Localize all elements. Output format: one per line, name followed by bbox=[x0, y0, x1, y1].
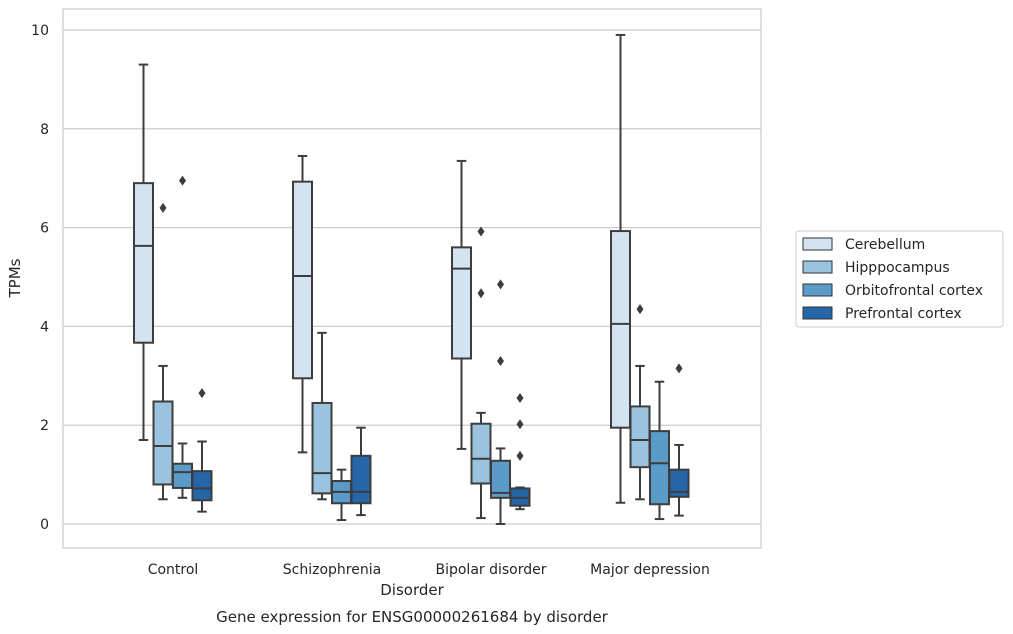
box-prefrontal-cortex bbox=[350, 426, 372, 517]
legend-swatch bbox=[802, 306, 833, 320]
box-cerebellum bbox=[292, 154, 313, 454]
legend-label: Orbitofrontal cortex bbox=[845, 283, 983, 299]
x-tick-label: Major depression bbox=[590, 562, 710, 578]
x-axis-label: Disorder bbox=[380, 581, 444, 599]
legend-swatch bbox=[802, 283, 833, 297]
box-hipppocampus bbox=[311, 331, 333, 501]
x-tick-label: Schizophrenia bbox=[283, 562, 381, 578]
plot-frame bbox=[62, 8, 762, 549]
y-tick-label: 2 bbox=[40, 418, 49, 434]
chart-caption: Gene expression for ENSG00000261684 by d… bbox=[216, 608, 609, 626]
legend-swatch bbox=[802, 260, 833, 274]
y-tick-label: 4 bbox=[40, 319, 49, 335]
y-tick-label: 10 bbox=[31, 23, 49, 39]
y-tick-label: 0 bbox=[40, 517, 49, 533]
outlier-point bbox=[636, 304, 644, 315]
outlier-point bbox=[198, 388, 206, 399]
box-iqr bbox=[649, 430, 670, 506]
outlier-point bbox=[477, 226, 485, 237]
box-iqr bbox=[610, 230, 631, 429]
box-hipppocampus bbox=[470, 226, 492, 520]
box-orbitofrontal-cortex bbox=[649, 380, 670, 521]
box-iqr bbox=[470, 422, 492, 485]
box-prefrontal-cortex bbox=[668, 363, 690, 517]
box-hipppocampus bbox=[629, 304, 651, 501]
box-iqr bbox=[451, 246, 472, 360]
legend: Cerebellum Hipppocampus Orbitofrontal cort… bbox=[795, 230, 1004, 328]
box-groups bbox=[133, 33, 690, 525]
box-prefrontal-cortex bbox=[509, 393, 531, 511]
outlier-point bbox=[179, 175, 186, 186]
outlier-point bbox=[516, 393, 524, 404]
outlier-point bbox=[497, 279, 504, 290]
box-iqr bbox=[311, 401, 333, 495]
legend-frame bbox=[795, 230, 1004, 328]
box-orbitofrontal-cortex bbox=[331, 468, 352, 522]
box-hipppocampus bbox=[152, 202, 174, 501]
box-prefrontal-cortex bbox=[191, 388, 213, 513]
box-cerebellum bbox=[133, 63, 154, 442]
legend-swatch bbox=[802, 237, 833, 251]
outlier-point bbox=[516, 450, 524, 461]
box-iqr bbox=[133, 182, 154, 344]
outlier-point bbox=[159, 202, 167, 213]
outlier-point bbox=[516, 419, 524, 430]
x-tick-label: Control bbox=[148, 562, 199, 578]
box-iqr bbox=[292, 180, 313, 380]
box-iqr bbox=[350, 454, 372, 505]
box-cerebellum bbox=[451, 159, 472, 450]
y-tick-label: 8 bbox=[40, 122, 49, 138]
box-iqr bbox=[490, 459, 511, 499]
box-orbitofrontal-cortex bbox=[490, 279, 511, 525]
grid-lines bbox=[63, 29, 761, 525]
outlier-point bbox=[497, 355, 504, 366]
x-tick-label: Bipolar disorder bbox=[435, 562, 546, 578]
box-cerebellum bbox=[610, 33, 631, 504]
legend-label: Hipppocampus bbox=[845, 260, 950, 276]
y-tick-labels: 0 2 4 6 8 10 bbox=[31, 23, 49, 533]
box-iqr bbox=[191, 470, 213, 502]
x-tick-labels: Control Schizophrenia Bipolar disorder Majo… bbox=[148, 562, 710, 578]
box-orbitofrontal-cortex bbox=[172, 175, 193, 499]
box-iqr bbox=[172, 462, 193, 489]
legend-label: Cerebellum bbox=[845, 237, 925, 253]
outlier-point bbox=[477, 288, 485, 299]
y-tick-label: 6 bbox=[40, 221, 49, 237]
outlier-point bbox=[675, 363, 683, 374]
legend-label: Prefrontal cortex bbox=[845, 306, 962, 322]
y-axis-label: TPMs bbox=[6, 258, 24, 298]
box-iqr bbox=[668, 468, 690, 498]
box-iqr bbox=[152, 400, 174, 486]
box-iqr bbox=[629, 405, 651, 469]
